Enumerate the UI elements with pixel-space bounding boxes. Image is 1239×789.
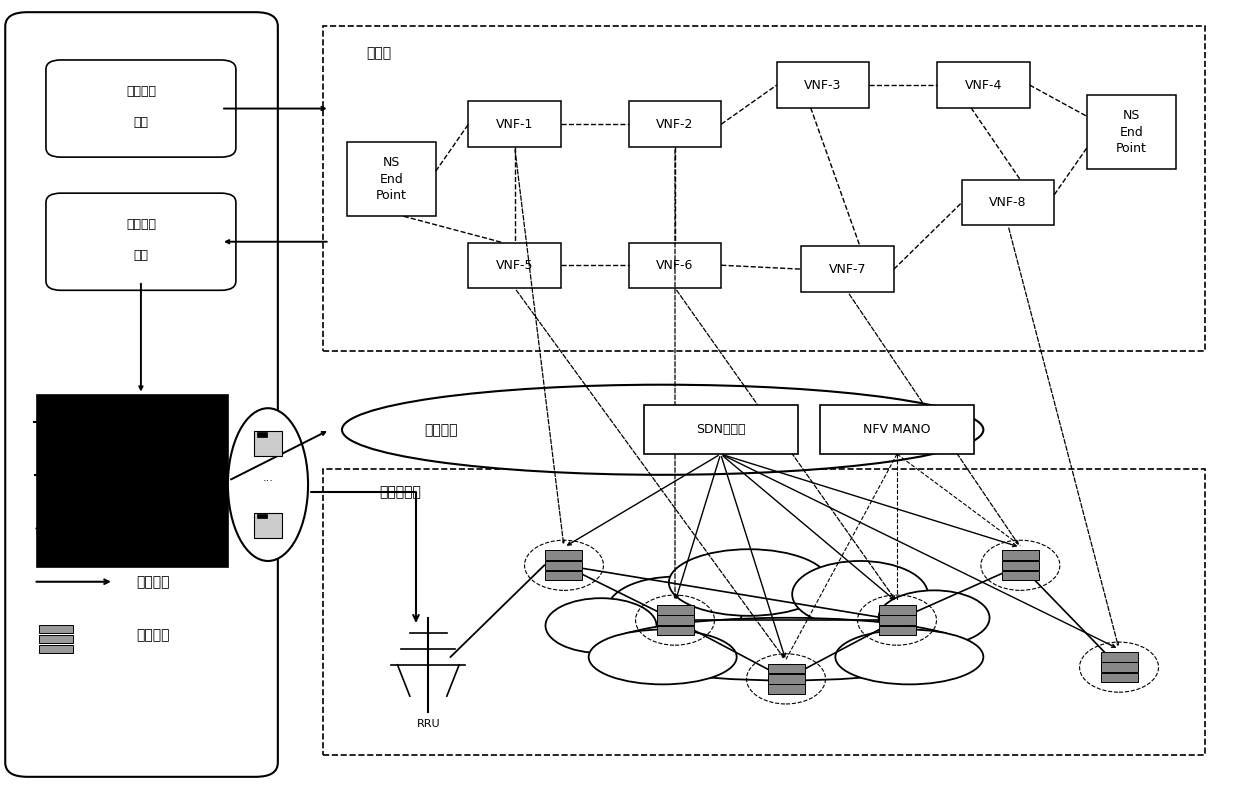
Text: 映射关系: 映射关系 <box>136 522 170 536</box>
Text: VNF-1: VNF-1 <box>496 118 533 131</box>
Text: RRU: RRU <box>416 719 440 728</box>
Text: NS: NS <box>383 156 400 169</box>
Text: 逻辑链路: 逻辑链路 <box>136 468 170 482</box>
Bar <box>323 26 1206 351</box>
Bar <box>643 406 798 454</box>
Text: 监测: 监测 <box>134 249 149 262</box>
Bar <box>657 626 694 635</box>
Bar <box>347 142 436 216</box>
Text: End: End <box>1120 125 1144 139</box>
Bar <box>777 62 870 108</box>
Bar <box>254 432 281 456</box>
Bar <box>1100 673 1137 682</box>
Bar <box>38 625 73 633</box>
Bar <box>657 615 694 625</box>
Text: Point: Point <box>375 189 406 202</box>
Text: NS: NS <box>1123 109 1140 122</box>
Text: 物理链路: 物理链路 <box>136 415 170 429</box>
Ellipse shape <box>545 598 657 653</box>
Bar <box>37 394 228 567</box>
Text: 应用层: 应用层 <box>367 47 392 61</box>
Bar <box>256 432 266 437</box>
Text: VNF-2: VNF-2 <box>657 118 694 131</box>
Bar <box>254 513 281 538</box>
Text: Point: Point <box>1116 142 1147 155</box>
Bar <box>657 605 694 615</box>
FancyBboxPatch shape <box>46 60 235 157</box>
Text: VNF-5: VNF-5 <box>496 259 534 271</box>
Ellipse shape <box>342 385 984 475</box>
Text: 虚拟化层: 虚拟化层 <box>424 423 457 437</box>
Bar <box>802 246 895 292</box>
Bar <box>1002 570 1038 580</box>
Bar <box>1100 663 1137 672</box>
Bar <box>1087 95 1176 170</box>
Text: VNF-7: VNF-7 <box>829 263 866 275</box>
Ellipse shape <box>228 408 309 561</box>
Bar <box>628 242 721 288</box>
Ellipse shape <box>835 630 984 684</box>
FancyBboxPatch shape <box>46 193 235 290</box>
Bar <box>878 605 916 615</box>
Bar <box>937 62 1030 108</box>
Text: VNF-3: VNF-3 <box>804 79 841 92</box>
Ellipse shape <box>601 618 971 680</box>
Ellipse shape <box>669 549 829 616</box>
Bar <box>1100 653 1137 662</box>
Ellipse shape <box>589 630 737 684</box>
Bar <box>820 406 974 454</box>
Bar <box>323 469 1206 755</box>
Text: VNF-8: VNF-8 <box>989 196 1027 209</box>
Bar <box>1002 561 1038 570</box>
Text: 网络业务: 网络业务 <box>126 84 156 98</box>
Bar <box>545 570 582 580</box>
Ellipse shape <box>792 561 928 627</box>
Text: 基础设施层: 基础设施层 <box>379 485 421 499</box>
Text: VNF-4: VNF-4 <box>965 79 1002 92</box>
Bar <box>468 102 561 147</box>
Text: 节点状态: 节点状态 <box>126 218 156 231</box>
Bar <box>38 645 73 653</box>
Text: NFV MANO: NFV MANO <box>864 423 930 436</box>
Text: 控制指令: 控制指令 <box>136 574 170 589</box>
Bar <box>38 635 73 643</box>
Bar <box>628 102 721 147</box>
Bar <box>1002 551 1038 560</box>
Text: End: End <box>379 173 403 185</box>
Text: SDN控制器: SDN控制器 <box>696 423 746 436</box>
Bar <box>878 626 916 635</box>
Ellipse shape <box>878 590 990 645</box>
Bar <box>767 684 804 694</box>
FancyBboxPatch shape <box>5 12 278 777</box>
Ellipse shape <box>527 532 1044 704</box>
Ellipse shape <box>607 577 743 643</box>
Bar <box>878 615 916 625</box>
Text: VNF-6: VNF-6 <box>657 259 694 271</box>
Bar <box>961 180 1054 226</box>
Bar <box>767 664 804 673</box>
Bar <box>545 561 582 570</box>
Text: ...: ... <box>263 473 274 484</box>
Text: 物理设备: 物理设备 <box>136 628 170 642</box>
Bar <box>256 514 266 518</box>
Bar <box>468 242 561 288</box>
Bar <box>767 674 804 683</box>
Bar <box>545 551 582 560</box>
Text: 请求: 请求 <box>134 116 149 129</box>
